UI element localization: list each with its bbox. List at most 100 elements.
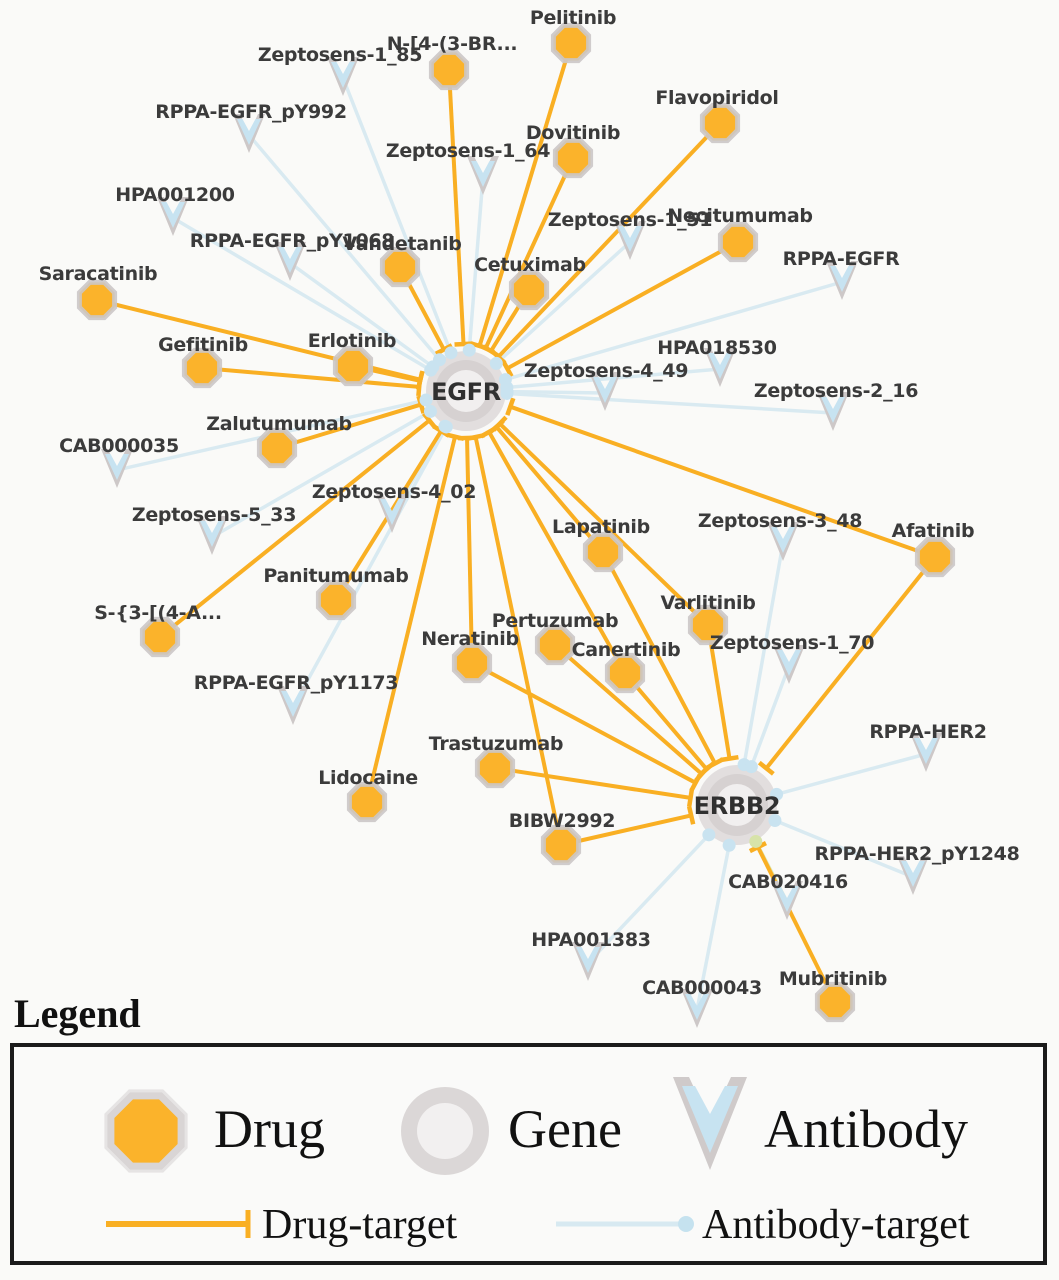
edge-antibody-target — [586, 833, 711, 965]
drug-octagon-icon — [604, 652, 646, 694]
edge-dot-cap — [462, 343, 476, 357]
edge-tee-cap — [466, 432, 485, 442]
node-label: Saracatinib — [39, 263, 158, 285]
drug-node-Zalutumumab[interactable] — [256, 427, 298, 469]
antibody-node-Zeptosens-5_33[interactable] — [196, 516, 228, 555]
node-label: RPPA-HER2 — [869, 721, 986, 743]
drug-node-Lapatinib[interactable] — [582, 531, 624, 573]
antibody-node-Zeptosens-4_02[interactable] — [376, 494, 408, 533]
drug-octagon-icon — [346, 781, 388, 823]
edge-antibody-target — [504, 280, 843, 382]
antibody-node-HPA018530[interactable] — [704, 348, 736, 387]
antibody-node-RPPA-EGFR[interactable] — [826, 261, 858, 300]
node-label: CAB000035 — [59, 435, 179, 457]
node-label: Varlitinib — [660, 592, 755, 614]
gene-label: ERBB2 — [694, 792, 781, 820]
drug-node-Panitumumab[interactable] — [315, 579, 357, 621]
antibody-node-Zeptosens-4_49[interactable] — [589, 372, 621, 411]
drug-node-N-[4-(3-BR...[interactable] — [428, 49, 470, 91]
edge-drug-target — [756, 846, 837, 1003]
antibody-node-Zeptosens-1_85[interactable] — [327, 57, 359, 96]
drug-node-Saracatinib[interactable] — [76, 279, 118, 321]
node-label: BIBW2992 — [509, 810, 615, 832]
drug-octagon-icon — [914, 536, 956, 578]
antibody-node-RPPA-HER2_pY1248[interactable] — [897, 856, 929, 895]
node-label: RPPA-EGFR — [783, 248, 900, 270]
drug-octagon-icon — [474, 747, 516, 789]
drug-node-Vandetanib[interactable] — [379, 246, 421, 288]
node-label: HPA001383 — [531, 929, 650, 951]
node-label: Vandetanib — [342, 233, 461, 255]
antibody-node-RPPA-HER2[interactable] — [910, 733, 942, 772]
antibody-node-HPA001383[interactable] — [572, 942, 604, 981]
drug-node-Pertuzumab[interactable] — [534, 624, 576, 666]
antibody-node-Zeptosens-1_64[interactable] — [467, 156, 499, 195]
antibody-node-Zeptosens-2_16[interactable] — [817, 392, 849, 431]
antibody-node-RPPA-EGFR_pY992[interactable] — [233, 114, 265, 153]
drug-node-Necitumumab[interactable] — [717, 221, 759, 263]
drug-node-Lidocaine[interactable] — [346, 781, 388, 823]
drug-octagon-icon — [687, 604, 729, 646]
drug-node-Canertinib[interactable] — [604, 652, 646, 694]
antibody-chevron-inner — [821, 397, 845, 423]
edge-antibody-target — [506, 391, 834, 415]
antibody-node-RPPA-EGFR_pY1068[interactable] — [274, 242, 306, 281]
edge-antibody-target — [211, 409, 432, 539]
drug-node-BIBW2992[interactable] — [540, 824, 582, 866]
drug-node-Mubritinib[interactable] — [814, 981, 856, 1023]
drug-node-Flavopiridol[interactable] — [699, 102, 741, 144]
edge-drug-target — [494, 425, 605, 554]
antibody-node-Zeptosens-1_51[interactable] — [614, 221, 646, 260]
gene-node-ERBB2[interactable] — [697, 765, 777, 845]
edge-tee-cap — [757, 760, 775, 776]
drug-octagon-icon — [332, 345, 374, 387]
antibody-chevron-inner — [161, 202, 185, 228]
edge-antibody-target — [695, 844, 731, 1011]
drug-node-Dovitinib[interactable] — [552, 137, 594, 179]
drug-node-Afatinib[interactable] — [914, 536, 956, 578]
drug-node-Varlitinib[interactable] — [687, 604, 729, 646]
edge-dot-cap — [702, 828, 716, 842]
edge-dot-cap — [489, 356, 503, 370]
edge-drug-target — [506, 240, 739, 371]
antibody-chevron-inner — [380, 499, 404, 525]
drug-octagon-icon — [699, 102, 741, 144]
gene-nodes — [426, 351, 777, 845]
antibody-node-Zeptosens-3_48[interactable] — [767, 522, 799, 561]
gene-label: EGFR — [431, 378, 501, 406]
drug-node-Gefitinib[interactable] — [181, 347, 223, 389]
edge-drug-target — [764, 555, 937, 770]
antibody-node-icon — [673, 1077, 747, 1170]
antibody-chevron-inner — [708, 353, 732, 379]
node-label: Pelitinib — [530, 7, 616, 29]
drug-node-Cetuximab[interactable] — [508, 269, 550, 311]
drug-octagon-icon — [814, 981, 856, 1023]
drug-node-Neratinib[interactable] — [451, 642, 493, 684]
drug-node-Trastuzumab[interactable] — [474, 747, 516, 789]
node-label: HPA018530 — [657, 337, 776, 359]
node-label: Zeptosens-1_70 — [710, 632, 874, 654]
node-label: Lidocaine — [318, 767, 418, 789]
drug-node-S-{3-[(4-A...[interactable] — [139, 616, 181, 658]
drug-octagon-icon — [717, 221, 759, 263]
edge-dot-cap — [744, 760, 758, 774]
drug-node-Pelitinib[interactable] — [550, 22, 592, 64]
drug-octagon-icon — [540, 824, 582, 866]
antibody-chevron-inner — [914, 738, 938, 764]
drug-octagon-icon — [552, 137, 594, 179]
antibody-node-HPA001200[interactable] — [157, 197, 189, 236]
legend-title: Legend — [14, 991, 141, 1036]
antibody-node-CAB020416[interactable] — [771, 881, 803, 920]
gene-node-EGFR[interactable] — [426, 351, 506, 431]
antibody-node-CAB000043[interactable] — [681, 989, 713, 1028]
node-label: Cetuximab — [474, 254, 586, 276]
antibody-node-CAB000035[interactable] — [101, 449, 133, 488]
node-label: Pertuzumab — [492, 610, 619, 632]
antibody-node-Zeptosens-1_70[interactable] — [773, 645, 805, 684]
drug-octagon-icon — [379, 246, 421, 288]
node-label: N-[4-(3-BR... — [387, 33, 518, 55]
node-label: Zalutumumab — [206, 413, 352, 435]
drug-node-Erlotinib[interactable] — [332, 345, 374, 387]
antibody-node-RPPA-EGFR_pY1173[interactable] — [277, 686, 309, 725]
